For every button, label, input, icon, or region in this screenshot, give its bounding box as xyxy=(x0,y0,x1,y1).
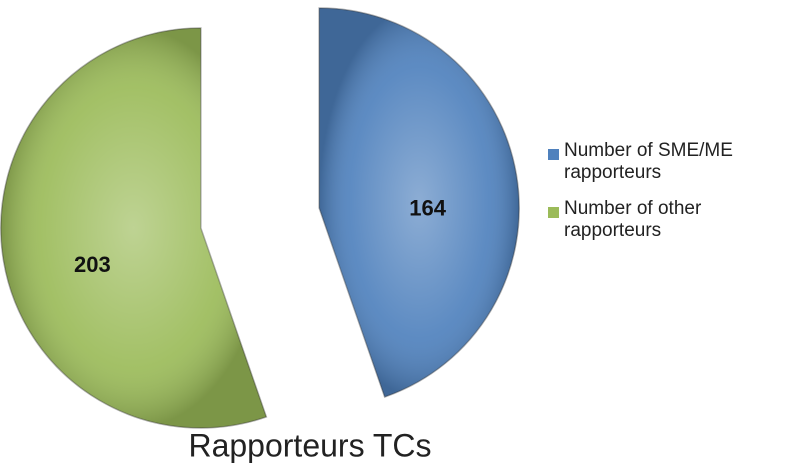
legend: Number of SME/ME rapporteurs Number of ot… xyxy=(548,140,748,256)
data-label: 164 xyxy=(409,196,446,221)
legend-swatch xyxy=(548,149,559,160)
pie-slice xyxy=(0,27,268,429)
legend-swatch xyxy=(548,207,559,218)
legend-item: Number of other rapporteurs xyxy=(548,198,748,242)
chart-title: Rapporteurs TCs xyxy=(188,427,431,463)
legend-label: Number of SME/ME rapporteurs xyxy=(564,140,733,183)
legend-item: Number of SME/ME rapporteurs xyxy=(548,140,748,184)
data-label: 203 xyxy=(74,252,111,277)
legend-label: Number of other rapporteurs xyxy=(564,198,702,241)
